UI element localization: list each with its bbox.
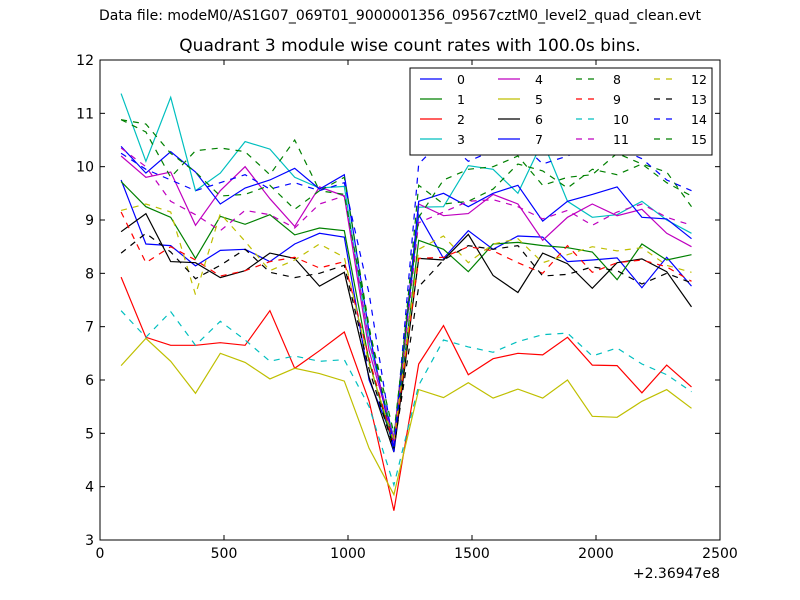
legend-label: 13 xyxy=(691,92,707,107)
legend-label: 8 xyxy=(613,72,621,87)
series-layer xyxy=(120,93,692,511)
chart-title: Quadrant 3 module wise count rates with … xyxy=(179,36,641,56)
y-tick-label: 3 xyxy=(85,533,94,549)
series-line-8 xyxy=(120,119,692,449)
series-line-1 xyxy=(120,181,692,449)
y-tick-label: 6 xyxy=(85,373,94,389)
legend-label: 9 xyxy=(613,92,621,107)
x-tick-label: 1000 xyxy=(330,546,366,562)
legend-label: 6 xyxy=(535,112,543,127)
legend-label: 1 xyxy=(457,92,465,107)
y-tick-label: 4 xyxy=(85,480,94,496)
x-tick-label: 2000 xyxy=(578,546,614,562)
series-line-12 xyxy=(120,203,692,442)
series-line-5 xyxy=(120,337,692,497)
legend-label: 10 xyxy=(613,112,629,127)
y-tick-label: 12 xyxy=(76,53,94,69)
y-tick-label: 8 xyxy=(85,266,94,282)
y-tick-label: 9 xyxy=(85,213,94,229)
legend-label: 7 xyxy=(535,132,543,147)
legend-label: 12 xyxy=(691,72,707,87)
series-line-10 xyxy=(120,310,692,488)
legend-box xyxy=(409,67,713,156)
x-tick-label: 1500 xyxy=(454,546,490,562)
y-tick-label: 5 xyxy=(85,426,94,442)
legend-label: 11 xyxy=(613,132,629,147)
x-axis-offset-label: +2.36947e8 xyxy=(633,566,720,582)
figure-suptitle: Data file: modeM0/AS1G07_069T01_90000013… xyxy=(99,8,701,24)
legend-label: 0 xyxy=(457,72,465,87)
legend-label: 15 xyxy=(691,132,707,147)
x-tick-label: 2500 xyxy=(702,546,738,562)
x-tick-label: 0 xyxy=(96,546,105,562)
series-line-13 xyxy=(120,232,692,449)
legend-label: 4 xyxy=(535,72,543,87)
series-line-15 xyxy=(120,119,692,434)
y-tick-label: 7 xyxy=(85,320,94,336)
y-tick-label: 11 xyxy=(76,106,94,122)
x-tick-label: 500 xyxy=(211,546,238,562)
legend-label: 5 xyxy=(535,92,543,107)
legend-label: 14 xyxy=(691,112,707,127)
legend-label: 2 xyxy=(457,112,465,127)
y-tick-label: 10 xyxy=(76,160,94,176)
series-line-11 xyxy=(120,147,692,442)
series-line-7 xyxy=(120,145,692,453)
series-line-9 xyxy=(120,211,692,446)
legend-label: 3 xyxy=(457,132,465,147)
